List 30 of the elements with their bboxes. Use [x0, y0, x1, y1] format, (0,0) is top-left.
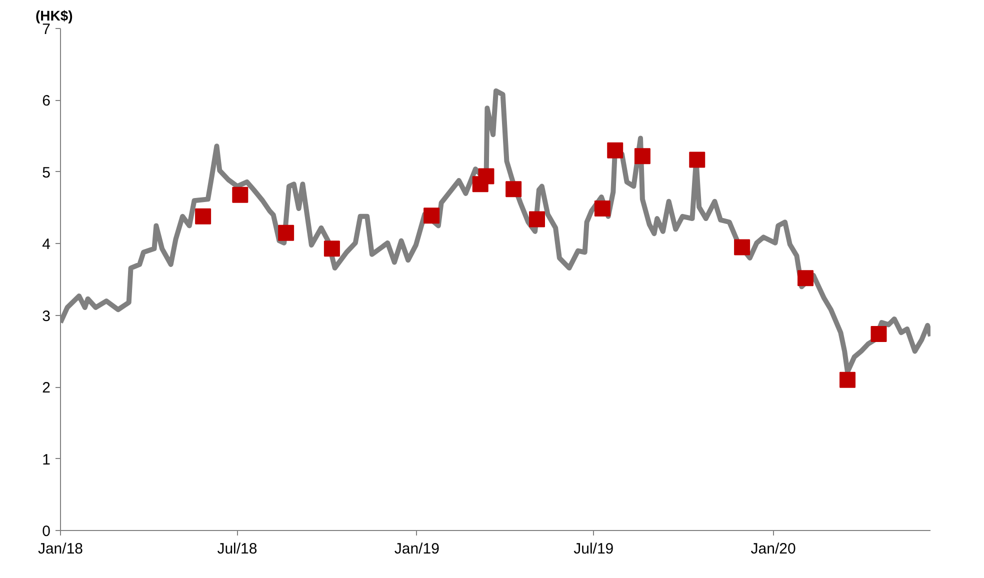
- y-tick-label: 2: [42, 380, 50, 397]
- point: [734, 239, 750, 256]
- x-tick-label: Jan/18: [38, 540, 84, 558]
- point: [506, 181, 522, 198]
- point: [594, 200, 610, 217]
- point: [840, 372, 856, 388]
- point: [424, 208, 440, 224]
- point: [870, 326, 887, 342]
- x-tick-label: Jan/20: [750, 540, 796, 558]
- y-tick-label: 6: [42, 92, 50, 110]
- y-tick-label: 0: [42, 523, 50, 540]
- x-tick-label: Jul/18: [217, 540, 258, 558]
- point: [798, 270, 814, 286]
- y-tick-label: 3: [42, 308, 50, 325]
- point: [324, 240, 340, 257]
- point: [689, 152, 706, 168]
- y-tick-label: 1: [42, 451, 50, 468]
- x-tick-label: Jul/19: [574, 540, 614, 558]
- point: [232, 186, 248, 203]
- x-tick-label: Jan/19: [394, 540, 440, 558]
- point: [195, 208, 212, 224]
- y-tick-label: 7: [42, 21, 50, 38]
- y-tick-label: 5: [42, 164, 50, 182]
- y-axis-title: (HK$): [36, 8, 73, 24]
- point: [529, 211, 545, 228]
- y-tick-label: 4: [42, 236, 50, 254]
- point: [478, 168, 494, 184]
- point: [634, 148, 650, 164]
- point: [278, 224, 294, 241]
- point: [607, 142, 624, 158]
